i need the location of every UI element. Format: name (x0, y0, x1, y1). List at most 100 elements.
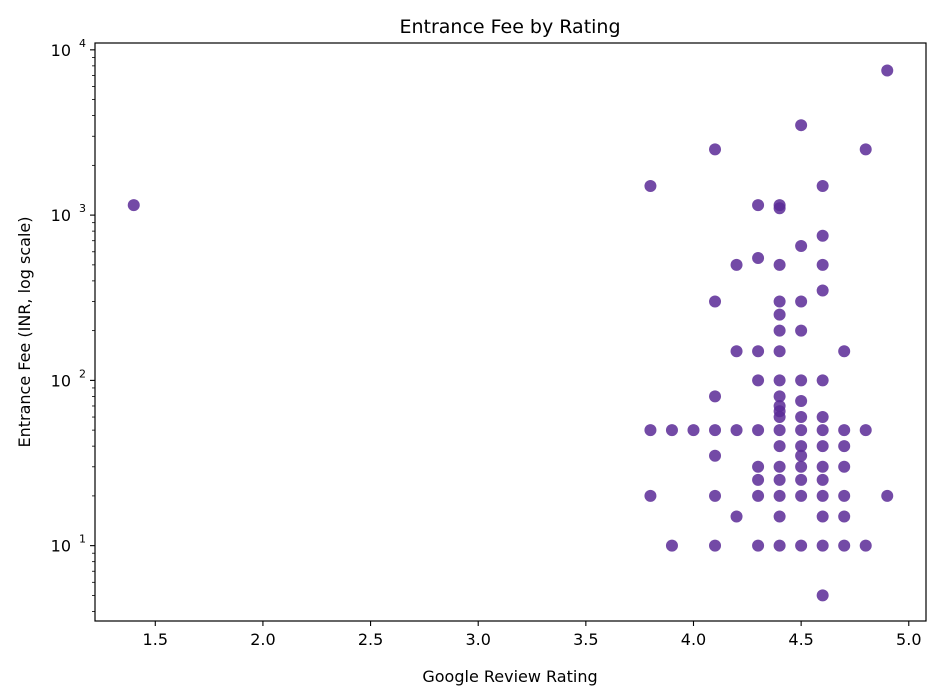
data-point (752, 473, 765, 486)
data-point (752, 539, 765, 552)
x-tick-label: 3.0 (465, 630, 490, 649)
data-point (773, 539, 786, 552)
data-point (730, 424, 743, 437)
data-point (816, 258, 829, 271)
data-point (773, 324, 786, 337)
data-point (881, 64, 894, 77)
data-point (773, 510, 786, 523)
x-tick-label: 1.5 (143, 630, 168, 649)
data-point (773, 308, 786, 321)
data-point (773, 424, 786, 437)
data-point (773, 345, 786, 358)
data-point (773, 374, 786, 387)
x-tick-label: 2.5 (358, 630, 383, 649)
data-point (665, 424, 678, 437)
data-point (773, 202, 786, 215)
data-point (795, 324, 808, 337)
data-point (838, 440, 851, 453)
y-axis: 10 1 10 2 10 3 10 4 (51, 37, 95, 612)
x-axis-label: Google Review Rating (422, 667, 597, 686)
data-point (795, 240, 808, 253)
x-tick-label: 4.5 (788, 630, 813, 649)
data-point (752, 489, 765, 502)
data-point (644, 424, 657, 437)
data-point (838, 489, 851, 502)
data-point (773, 440, 786, 453)
data-point (773, 411, 786, 424)
x-axis: 1.5 2.0 2.5 3.0 3.5 4.0 4.5 5.0 (143, 621, 922, 649)
data-point (752, 424, 765, 437)
data-point (795, 440, 808, 453)
x-tick-label: 4.0 (681, 630, 706, 649)
y-tick-exponent: 4 (79, 37, 86, 50)
data-point (859, 143, 872, 156)
points-layer (127, 64, 894, 602)
data-point (773, 390, 786, 403)
data-point (795, 449, 808, 462)
data-point (838, 424, 851, 437)
data-point (795, 473, 808, 486)
data-point (816, 510, 829, 523)
data-point (709, 390, 722, 403)
data-point (752, 199, 765, 212)
data-point (752, 345, 765, 358)
y-tick-label: 10 (51, 371, 71, 390)
data-point (644, 489, 657, 502)
y-axis-label: Entrance Fee (INR, log scale) (15, 216, 34, 447)
data-point (816, 489, 829, 502)
data-point (838, 510, 851, 523)
data-point (773, 473, 786, 486)
data-point (859, 539, 872, 552)
data-point (709, 449, 722, 462)
data-point (795, 374, 808, 387)
data-point (816, 180, 829, 193)
data-point (816, 460, 829, 473)
data-point (127, 199, 140, 212)
data-point (752, 252, 765, 265)
plot-frame (94, 42, 927, 622)
chart-title: Entrance Fee by Rating (399, 16, 620, 38)
data-point (816, 284, 829, 297)
x-tick-label: 5.0 (896, 630, 921, 649)
y-tick-label: 10 (51, 41, 71, 60)
data-point (730, 345, 743, 358)
data-point (709, 143, 722, 156)
data-point (838, 460, 851, 473)
data-point (816, 539, 829, 552)
data-point (773, 460, 786, 473)
data-point (665, 539, 678, 552)
data-point (795, 460, 808, 473)
data-point (795, 395, 808, 408)
data-point (795, 489, 808, 502)
data-point (644, 180, 657, 193)
data-point (730, 510, 743, 523)
data-point (881, 489, 894, 502)
y-tick-exponent: 1 (79, 533, 86, 546)
data-point (838, 539, 851, 552)
data-point (795, 119, 808, 132)
data-point (752, 374, 765, 387)
data-point (709, 424, 722, 437)
data-point (773, 489, 786, 502)
data-point (709, 539, 722, 552)
data-point (838, 345, 851, 358)
data-point (816, 411, 829, 424)
y-tick-exponent: 2 (79, 367, 86, 380)
data-point (859, 424, 872, 437)
data-point (816, 374, 829, 387)
data-point (816, 424, 829, 437)
x-tick-label: 3.5 (573, 630, 598, 649)
data-point (687, 424, 700, 437)
data-point (730, 258, 743, 271)
data-point (709, 295, 722, 308)
data-point (795, 539, 808, 552)
y-tick-label: 10 (51, 537, 71, 556)
data-point (795, 424, 808, 437)
data-point (816, 440, 829, 453)
data-point (773, 295, 786, 308)
data-point (709, 489, 722, 502)
y-tick-exponent: 3 (79, 202, 86, 215)
data-point (816, 473, 829, 486)
data-point (816, 229, 829, 242)
